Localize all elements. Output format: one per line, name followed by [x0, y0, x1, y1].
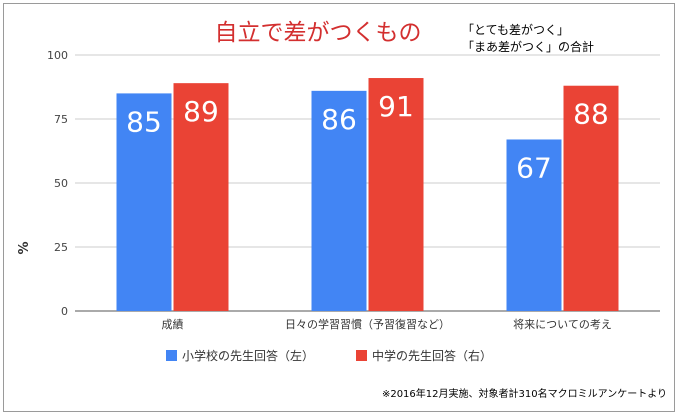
bar-value-label: 88 [573, 98, 609, 131]
x-tick-labels: 成績 日々の学習習慣（予習復習など） 将来についての考え [162, 317, 612, 331]
bar-value-label: 91 [378, 90, 414, 123]
x-tick-label: 成績 [162, 317, 184, 331]
bar-value-label: 86 [321, 103, 357, 136]
bar-value-label: 89 [183, 95, 219, 128]
legend-label-elementary: 小学校の先生回答（左） [182, 348, 314, 363]
bars: 85 89 86 91 67 88 [116, 78, 619, 312]
legend-label-junior-high: 中学の先生回答（右） [372, 348, 492, 363]
chart-note-line-1: 「とても差がつく」 [462, 22, 569, 37]
x-tick-label: 将来についての考え [513, 318, 612, 331]
y-axis-label: % [17, 241, 32, 254]
chart-note-line-2: 「まあ差がつく」の合計 [462, 39, 594, 54]
bar-value-label: 67 [516, 151, 552, 184]
x-tick-label: 日々の学習習慣（予習復習など） [285, 317, 450, 331]
survey-footnote: ※2016年12月実施、対象者計310名マクロミルアンケートより [382, 387, 667, 400]
chart-title: 自立で差がつくもの [215, 20, 422, 46]
bar-value-label: 85 [126, 105, 162, 138]
y-tick-label: 50 [54, 177, 68, 190]
y-tick-label: 0 [61, 305, 68, 318]
bar [506, 139, 562, 311]
y-tick-labels: 0 25 50 75 100 [47, 49, 68, 318]
bar [311, 90, 367, 311]
y-tick-label: 25 [54, 241, 68, 254]
legend-swatch-elementary [166, 350, 177, 361]
grid-lines [75, 54, 660, 312]
legend-swatch-junior-high [356, 350, 367, 361]
legend: 小学校の先生回答（左） 中学の先生回答（右） [166, 348, 492, 363]
bar [563, 85, 619, 311]
bar [368, 78, 424, 311]
y-tick-label: 100 [47, 49, 68, 62]
bar [116, 93, 172, 312]
y-tick-label: 75 [54, 113, 68, 126]
bar [173, 83, 229, 311]
